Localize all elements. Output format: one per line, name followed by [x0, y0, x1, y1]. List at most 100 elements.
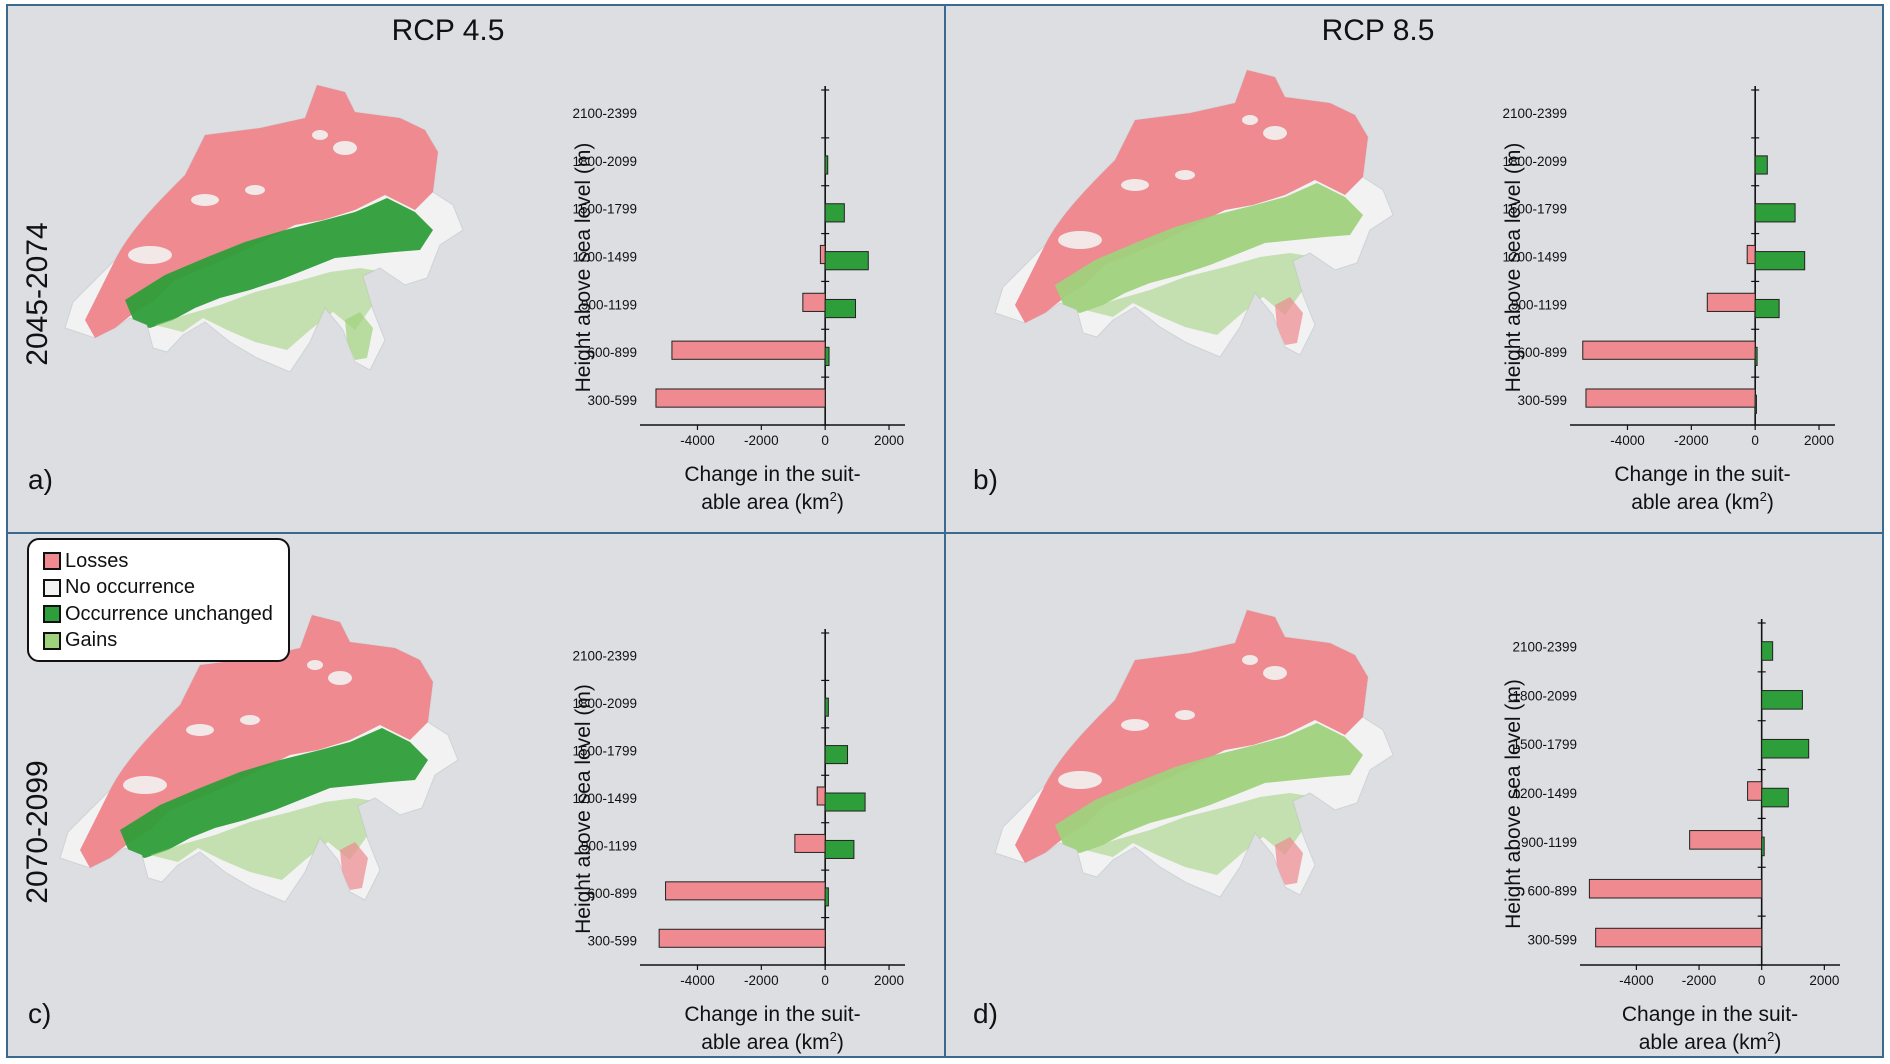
bar-gain — [824, 203, 845, 223]
bar-loss — [658, 928, 826, 948]
map-lake — [307, 660, 323, 670]
legend-label-occurrence-unchanged: Occurrence unchanged — [65, 602, 273, 625]
legend-label-gains: Gains — [65, 629, 118, 652]
bar-loss — [1747, 781, 1763, 801]
bar-loss — [1595, 927, 1763, 948]
map-zone-ticino — [345, 312, 373, 360]
bar-loss — [1582, 340, 1756, 360]
x-axis-label-line1: Change in the suit- — [1614, 463, 1790, 486]
bar-gain — [824, 887, 829, 907]
bar-loss — [802, 292, 826, 312]
x-tick-label: 2000 — [874, 433, 904, 448]
y-tick-label: 900-1199 — [581, 297, 637, 312]
scenario-title-rcp85: RCP 8.5 — [1321, 14, 1435, 47]
map-lake — [1263, 666, 1287, 680]
y-tick-label: 300-599 — [1517, 393, 1567, 408]
bar-gain — [1761, 787, 1789, 808]
legend-item-no-occurrence: No occurrence — [43, 575, 288, 602]
x-tick-label: -2000 — [744, 973, 779, 988]
bar-loss — [1585, 388, 1756, 408]
legend-item-gains: Gains — [43, 628, 288, 655]
period-label-2045-2074: 2045-2074 — [21, 222, 54, 366]
map-zone-prealps — [1055, 723, 1363, 853]
bar-gain — [824, 346, 830, 366]
map-zones — [1015, 70, 1368, 345]
scenario-title-rcp45: RCP 4.5 — [391, 14, 505, 47]
bar-loss — [816, 786, 826, 806]
horizontal-divider — [6, 532, 1884, 534]
y-axis-label: Height above sea level (m) — [572, 143, 595, 393]
x-axis-label-line1: Change in the suit- — [1622, 1003, 1798, 1026]
x-tick-label: 0 — [821, 973, 829, 988]
x-tick-label: -4000 — [680, 433, 715, 448]
bar-loss — [794, 833, 826, 853]
bar-gain — [1761, 738, 1810, 759]
y-tick-label: 1800-2099 — [572, 154, 637, 169]
map-zone-ticino — [1275, 297, 1303, 345]
x-axis-label-line2: able area (km2) — [1631, 489, 1774, 514]
x-tick-label: 2000 — [874, 973, 904, 988]
bar-loss — [1588, 878, 1763, 899]
y-tick-label: 1500-1799 — [572, 202, 637, 217]
bar-gain — [824, 697, 829, 717]
y-axis-label: Height above sea level (m) — [572, 684, 595, 934]
y-tick-label: 2100-2399 — [572, 649, 637, 664]
x-tick-label: 0 — [1758, 973, 1766, 988]
vertical-divider — [944, 4, 946, 1058]
x-tick-label: -2000 — [744, 433, 779, 448]
map-lake — [191, 194, 219, 206]
bar-gain — [1754, 394, 1757, 414]
y-tick-label: 600-899 — [587, 886, 637, 901]
legend-label-no-occurrence: No occurrence — [65, 576, 196, 599]
bar-gain — [824, 839, 855, 859]
bar-gain — [824, 251, 869, 271]
map-panel-a — [64, 84, 464, 373]
map-zone-ticino — [340, 842, 368, 890]
legend-item-occurrence-unchanged: Occurrence unchanged — [43, 601, 288, 628]
bar-gain — [1761, 641, 1774, 661]
bar-gain — [824, 792, 866, 812]
y-tick-label: 1800-2099 — [572, 696, 637, 711]
map-zone-alps — [1085, 793, 1315, 875]
bar-loss — [665, 881, 826, 901]
x-tick-label: 0 — [821, 433, 829, 448]
map-lake — [1242, 655, 1258, 665]
map-lake — [1121, 719, 1149, 731]
map-zones — [85, 85, 438, 360]
y-tick-label: 1200-1499 — [1502, 250, 1567, 265]
y-tick-label: 300-599 — [587, 393, 637, 408]
map-zone-alps — [150, 798, 380, 880]
map-lake — [128, 246, 172, 264]
y-tick-label: 600-899 — [1517, 345, 1567, 360]
legend: Losses No occurrence Occurrence unchange… — [27, 538, 290, 662]
map-lake — [1175, 710, 1195, 720]
map-lake — [245, 185, 265, 195]
map-zone-prealps — [1055, 183, 1363, 313]
x-tick-label: 2000 — [1809, 973, 1839, 988]
legend-label-losses: Losses — [65, 549, 129, 572]
bar-loss — [671, 340, 826, 360]
bar-gain — [1754, 203, 1796, 223]
map-lake — [240, 715, 260, 725]
y-tick-label: 1200-1499 — [1512, 786, 1577, 801]
bar-gain — [1754, 251, 1806, 271]
bar-gain — [1754, 346, 1758, 366]
bar-chart-panel-d: 2100-2399 1800-2099 1500-1799 1200-1499 900-… — [1502, 619, 1840, 1054]
y-tick-label: 900-1199 — [581, 838, 637, 853]
bar-loss — [1689, 830, 1763, 850]
map-lake — [123, 776, 167, 794]
map-lake — [1058, 231, 1102, 249]
y-tick-label: 2100-2399 — [1512, 639, 1577, 654]
bar-loss — [819, 244, 826, 265]
map-panel-d — [994, 609, 1394, 898]
panel-label-d: d) — [973, 998, 998, 1029]
panel-label-c: c) — [28, 998, 52, 1029]
x-tick-label: -2000 — [1674, 433, 1709, 448]
bar-loss — [1706, 292, 1756, 312]
bar-gain — [824, 155, 829, 175]
map-zone-prealps — [125, 198, 433, 328]
map-zone-alps — [155, 268, 385, 350]
panel-label-a: a) — [28, 464, 53, 495]
y-tick-label: 300-599 — [587, 933, 637, 948]
map-lake — [186, 724, 214, 736]
